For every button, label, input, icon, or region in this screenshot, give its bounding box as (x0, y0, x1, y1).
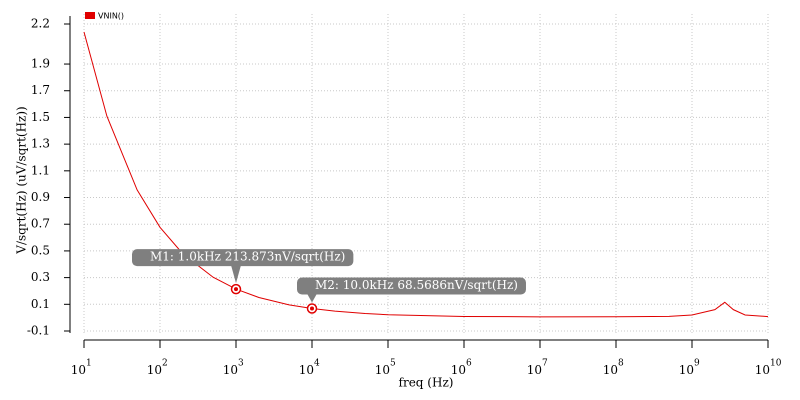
x-tick-exponent: 7 (542, 359, 548, 369)
marker-annotation: M2: 10.0kHz 68.5686nV/sqrt(Hz) (297, 277, 526, 314)
marker-label-box (297, 277, 526, 295)
x-tick-label: 10 (679, 363, 694, 377)
x-tick-base: 10 (299, 363, 314, 377)
x-tick-base: 10 (603, 363, 618, 377)
x-tick-label: 10 (223, 363, 238, 377)
marker-point (234, 287, 238, 292)
x-tick-base: 10 (71, 363, 86, 377)
marker-point (310, 306, 314, 311)
x-tick-base: 10 (755, 363, 770, 377)
x-axis-label: freq (Hz) (399, 376, 454, 390)
x-tick-exponent: 5 (390, 359, 396, 369)
y-tick-label: 0.3 (31, 270, 50, 284)
x-tick-label: 10 (603, 363, 618, 377)
x-tick-exponent: 6 (466, 359, 472, 369)
x-tick-exponent: 8 (618, 359, 624, 369)
x-tick-label: 10 (299, 363, 314, 377)
x-tick-exponent: 1 (86, 359, 92, 369)
y-tick-label: 2.2 (31, 17, 50, 31)
x-tick-base: 10 (375, 363, 390, 377)
x-tick-label: 10 (527, 363, 542, 377)
y-tick-label: 0.7 (31, 217, 50, 231)
x-tick-label: 10 (147, 363, 162, 377)
x-tick-base: 10 (147, 363, 162, 377)
x-tick-label: 10 (71, 363, 86, 377)
y-tick-label: 1.3 (31, 137, 50, 151)
y-tick-label: -0.1 (27, 324, 50, 338)
marker-label-box (132, 249, 354, 267)
marker-label: M2: 10.0kHz 68.5686nV/sqrt(Hz) (315, 278, 518, 292)
marker-pointer (307, 293, 317, 303)
x-tick-exponent: 3 (238, 359, 244, 369)
x-tick-base: 10 (527, 363, 542, 377)
x-tick-label: 10 (451, 363, 466, 377)
y-tick-label: 1.7 (31, 83, 50, 97)
y-axis-label: V/sqrt(Hz) (uV/sqrt(Hz)) (15, 106, 29, 254)
x-tick-base: 10 (223, 363, 238, 377)
x-tick-label: 10 (375, 363, 390, 377)
marker-annotation: M1: 1.0kHz 213.873nV/sqrt(Hz) (132, 249, 354, 295)
x-tick-exponent: 4 (314, 359, 320, 369)
legend-label: VNIN() (98, 12, 124, 21)
marker-label: M1: 1.0kHz 213.873nV/sqrt(Hz) (150, 250, 345, 264)
marker-pointer (231, 265, 241, 284)
y-tick-label: 0.9 (31, 190, 50, 204)
y-tick-label: 1.1 (31, 163, 50, 177)
series-line (83, 31, 769, 318)
legend-swatch (85, 12, 95, 19)
y-tick-label: 1.5 (31, 110, 50, 124)
x-tick-label: 10 (755, 363, 770, 377)
x-tick-exponent: 9 (694, 359, 700, 369)
y-tick-label: 0.1 (31, 297, 50, 311)
x-tick-base: 10 (679, 363, 694, 377)
x-tick-exponent: 2 (162, 359, 168, 369)
x-tick-exponent: 10 (770, 359, 782, 369)
y-tick-label: 0.5 (31, 243, 50, 257)
y-tick-label: 1.9 (31, 57, 50, 71)
x-tick-base: 10 (451, 363, 466, 377)
